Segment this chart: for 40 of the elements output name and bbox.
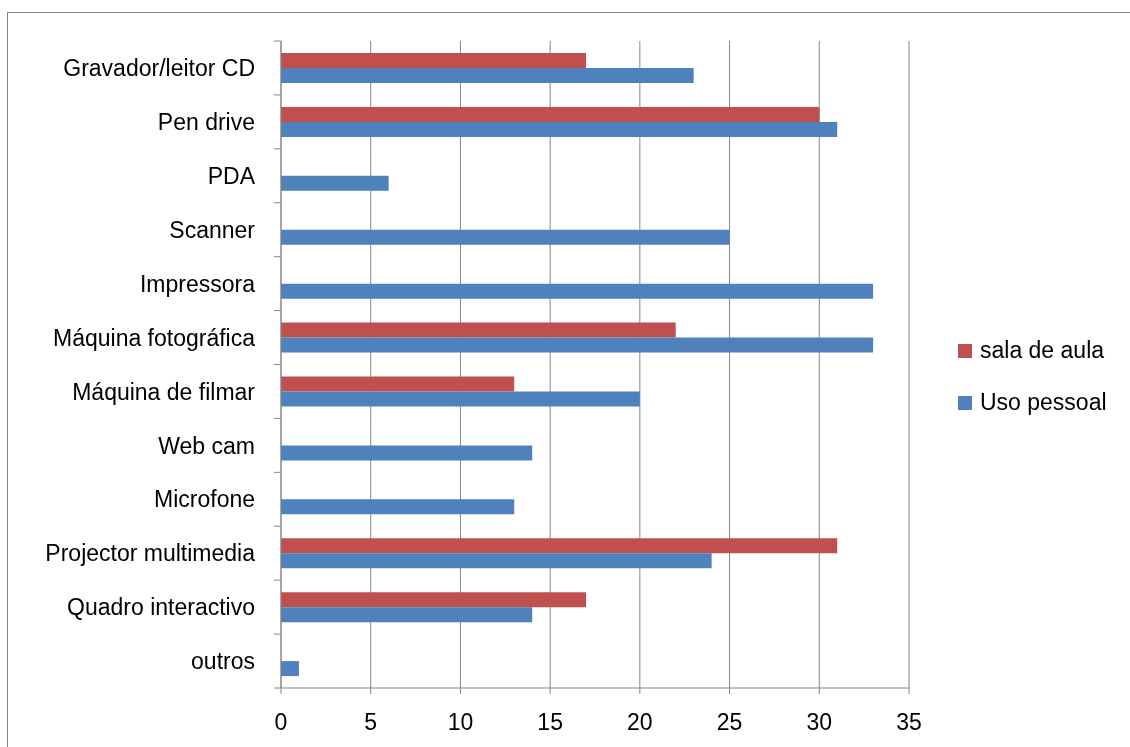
bar [281, 322, 676, 338]
y-tick-label: Projector multimedia [45, 540, 256, 567]
x-tick-label: 5 [364, 709, 378, 736]
y-tick-label: Web cam [158, 432, 255, 459]
y-tick-label: Máquina de filmar [72, 378, 256, 405]
y-tick-label: outros [191, 648, 255, 675]
bar [281, 607, 533, 623]
bar [281, 661, 299, 677]
bar [281, 553, 712, 569]
bar [281, 592, 587, 608]
y-tick-label: Quadro interactivo [67, 594, 255, 621]
bar [281, 106, 820, 122]
x-tick-label: 10 [447, 709, 474, 736]
legend-label: sala de aula [980, 337, 1105, 364]
bar [281, 283, 874, 299]
y-tick-label: Scanner [169, 216, 256, 243]
bar [281, 68, 694, 83]
y-tick-label: Microfone [154, 486, 255, 513]
x-tick-label: 35 [896, 709, 922, 736]
y-tick-label: Impressora [139, 270, 256, 297]
y-tick-label: PDA [207, 162, 256, 189]
bar [281, 445, 533, 461]
bar [281, 337, 874, 353]
x-tick-label: 25 [716, 709, 743, 736]
x-tick-label: 0 [274, 709, 288, 736]
y-tick-label: Pen drive [157, 109, 255, 136]
y-tick-label: Gravador/leitor CD [63, 55, 255, 82]
bar [281, 376, 515, 392]
bar [281, 121, 838, 137]
x-tick-label: 30 [806, 709, 833, 736]
bar [281, 175, 389, 191]
legend-label: Uso pessoal [980, 389, 1107, 416]
x-tick-label: 15 [537, 709, 563, 736]
bar [281, 538, 838, 554]
bar [281, 499, 515, 515]
bar [281, 53, 587, 68]
y-tick-label: Máquina fotográfica [52, 324, 256, 351]
bar [281, 391, 640, 407]
x-tick-label: 20 [627, 709, 653, 736]
bar [281, 229, 730, 245]
